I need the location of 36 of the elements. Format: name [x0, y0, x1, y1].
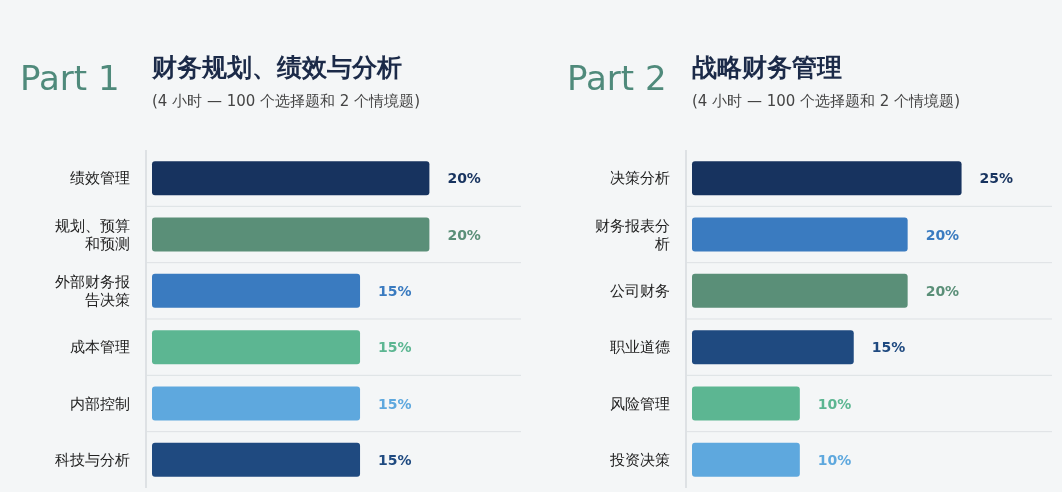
y-tick-label: 决策分析 — [610, 169, 670, 188]
data-label: 20% — [925, 226, 960, 243]
data-label: 25% — [979, 170, 1014, 187]
y-tick-label: 风险管理 — [610, 394, 670, 413]
data-label: 10% — [817, 451, 852, 468]
data-label: 15% — [871, 339, 906, 356]
data-label: 10% — [817, 395, 852, 412]
y-tick-label: 内部控制 — [70, 394, 130, 413]
bar — [692, 386, 800, 421]
y-tick-label: 规划、预算和预测 — [55, 216, 130, 253]
data-label: 20% — [447, 226, 481, 243]
data-label: 15% — [378, 339, 412, 356]
data-label: 15% — [378, 395, 412, 412]
bar — [692, 161, 962, 196]
y-tick-label: 成本管理 — [70, 338, 130, 357]
bar — [692, 442, 800, 477]
y-tick-label: 科技与分析 — [55, 450, 130, 469]
bar — [692, 273, 908, 308]
data-label: 20% — [925, 282, 960, 299]
y-tick-label: 财务报表分析 — [595, 216, 670, 253]
y-tick-label: 职业道德 — [610, 338, 670, 357]
y-tick-label: 公司财务 — [610, 281, 670, 300]
data-label: 15% — [378, 451, 412, 468]
text: Part 1 — [20, 58, 120, 98]
y-tick-label: 绩效管理 — [70, 169, 130, 188]
data-label: 20% — [447, 170, 481, 187]
chart-subtitle: (4 小时 — 100 个选择题和 2 个情境题) — [152, 92, 421, 110]
bar — [692, 217, 908, 252]
y-tick-label: 外部财务报告决策 — [55, 272, 130, 309]
chart-subtitle: (4 小时 — 100 个选择题和 2 个情境题) — [692, 92, 961, 110]
chart-title: 财务规划、绩效与分析 — [151, 53, 402, 82]
data-label: 15% — [378, 282, 412, 299]
text: Part 2 — [567, 58, 667, 98]
y-tick-label: 投资决策 — [609, 450, 670, 469]
chart-title: 战略财务管理 — [692, 53, 842, 82]
bar — [692, 330, 854, 365]
